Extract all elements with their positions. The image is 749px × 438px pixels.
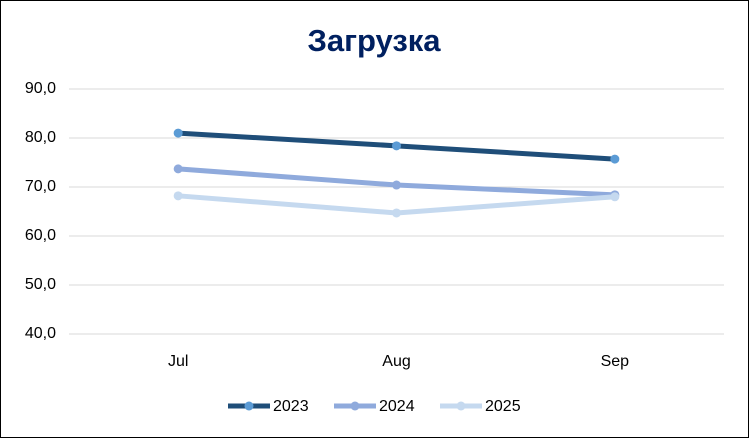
y-tick-label: 60,0	[25, 227, 56, 244]
y-tick-label: 70,0	[25, 178, 56, 195]
point	[173, 164, 183, 174]
point	[173, 128, 183, 138]
point	[392, 208, 401, 218]
x-tick-label: Jul	[168, 353, 188, 370]
legend-marker	[456, 401, 466, 411]
point	[392, 141, 401, 151]
legend-label: 2025	[485, 398, 521, 415]
y-tick-label: 80,0	[25, 129, 56, 146]
chart-title: Загрузка	[307, 23, 441, 58]
x-tick-label: Aug	[382, 353, 410, 370]
legend-label: 2023	[273, 398, 309, 415]
point	[610, 154, 620, 164]
legend-marker	[350, 401, 360, 411]
point	[610, 192, 620, 202]
legend-marker	[244, 401, 254, 411]
y-tick-label: 50,0	[25, 276, 56, 293]
y-tick-label: 40,0	[25, 325, 56, 342]
point	[173, 191, 183, 201]
point	[392, 180, 401, 190]
x-tick-label: Sep	[601, 353, 630, 370]
legend-label: 2024	[379, 398, 415, 415]
y-tick-label: 90,0	[25, 80, 56, 97]
